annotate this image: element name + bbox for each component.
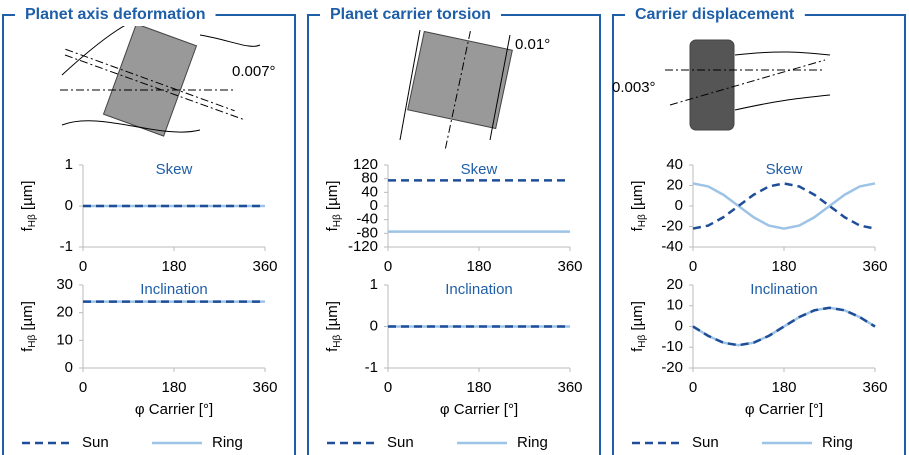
y-tick-label: 0: [65, 197, 73, 214]
panel-title: Planet axis deformation: [25, 6, 206, 23]
x-tick-label: 180: [466, 258, 491, 275]
x-tick-label: 360: [557, 258, 582, 275]
angle-annotation: 0.003°: [612, 79, 656, 96]
x-tick-label: 360: [862, 258, 887, 275]
chart-title: Inclination: [140, 281, 208, 298]
y-label-unit: [µm]: [324, 181, 341, 215]
y-tick-label: -10: [661, 338, 683, 355]
y-tick-label: -1: [365, 359, 378, 376]
y-tick-label: 10: [666, 297, 683, 314]
y-tick-label: -1: [60, 238, 73, 255]
x-tick-label: 0: [384, 379, 392, 396]
chart-title: Skew: [461, 161, 498, 178]
legend-label: Ring: [822, 434, 853, 451]
angle-annotation: 0.01°: [515, 36, 550, 53]
y-tick-label: 10: [56, 331, 73, 348]
y-tick-label: 0: [65, 359, 73, 376]
y-label-sub: Hβ: [27, 214, 38, 227]
y-tick-label: -20: [661, 217, 683, 234]
x-tick-label: 0: [384, 258, 392, 275]
y-label-unit: [µm]: [629, 301, 646, 335]
x-tick-label: 0: [689, 379, 697, 396]
y-label-sub: Hβ: [637, 214, 648, 227]
y-axis-label: fHβ [µm]: [629, 181, 648, 232]
x-axis-label: φ Carrier [°]: [135, 401, 213, 418]
y-label-sub: Hβ: [637, 335, 648, 348]
chart-title: Skew: [766, 161, 803, 178]
x-tick-label: 360: [252, 258, 277, 275]
y-tick-label: -40: [661, 238, 683, 255]
y-label-unit: [µm]: [19, 181, 36, 215]
x-tick-label: 180: [161, 379, 186, 396]
figure: Planet axis deformation 0.007° Planet carr…: [0, 0, 909, 455]
y-tick-label: 20: [666, 176, 683, 193]
y-tick-label: 20: [666, 276, 683, 293]
chart-title: Skew: [156, 161, 193, 178]
y-tick-label: 0: [675, 197, 683, 214]
x-axis-label: φ Carrier [°]: [440, 401, 518, 418]
gear-illustrations: [49, 4, 830, 158]
y-tick-label: 120: [353, 156, 378, 173]
y-axis-label: fHβ [µm]: [19, 301, 38, 352]
y-tick-label: 30: [56, 276, 73, 293]
y-axis-label: fHβ [µm]: [324, 181, 343, 232]
x-tick-label: 360: [557, 379, 582, 396]
y-label-unit: [µm]: [324, 301, 341, 335]
y-label-sub: Hβ: [332, 335, 343, 348]
y-tick-label: 1: [370, 276, 378, 293]
x-tick-label: 360: [252, 379, 277, 396]
x-axis-label: φ Carrier [°]: [745, 401, 823, 418]
series-line: [693, 183, 875, 228]
panel-frame: [613, 15, 905, 455]
x-tick-label: 360: [862, 379, 887, 396]
series-line: [693, 308, 875, 345]
panel-title: Carrier displacement: [635, 6, 795, 23]
x-tick-label: 0: [689, 258, 697, 275]
x-tick-label: 0: [79, 379, 87, 396]
legend-label: Ring: [517, 434, 548, 451]
y-label-unit: [µm]: [19, 301, 36, 335]
series-line: [693, 183, 875, 228]
legend-label: Sun: [387, 434, 414, 451]
y-label-sub: Hβ: [27, 335, 38, 348]
chart-title: Inclination: [750, 281, 818, 298]
legend-label: Sun: [82, 434, 109, 451]
y-axis-label: fHβ [µm]: [629, 301, 648, 352]
y-tick-label: 0: [675, 317, 683, 334]
y-tick-label: 0: [370, 317, 378, 334]
y-tick-label: 20: [56, 304, 73, 321]
y-axis-label: fHβ [µm]: [19, 181, 38, 232]
panel-title: Planet carrier torsion: [330, 6, 491, 23]
x-tick-label: 180: [466, 379, 491, 396]
y-tick-label: 1: [65, 156, 73, 173]
legend-label: Sun: [692, 434, 719, 451]
x-tick-label: 180: [771, 379, 796, 396]
y-axis-label: fHβ [µm]: [324, 301, 343, 352]
legend-label: Ring: [212, 434, 243, 451]
x-tick-label: 180: [161, 258, 186, 275]
x-tick-label: 0: [79, 258, 87, 275]
y-tick-label: -20: [661, 359, 683, 376]
y-label-unit: [µm]: [629, 181, 646, 215]
y-tick-label: 40: [666, 156, 683, 173]
angle-annotation: 0.007°: [232, 63, 276, 80]
chart-title: Inclination: [445, 281, 513, 298]
x-tick-label: 180: [771, 258, 796, 275]
y-label-sub: Hβ: [332, 214, 343, 227]
